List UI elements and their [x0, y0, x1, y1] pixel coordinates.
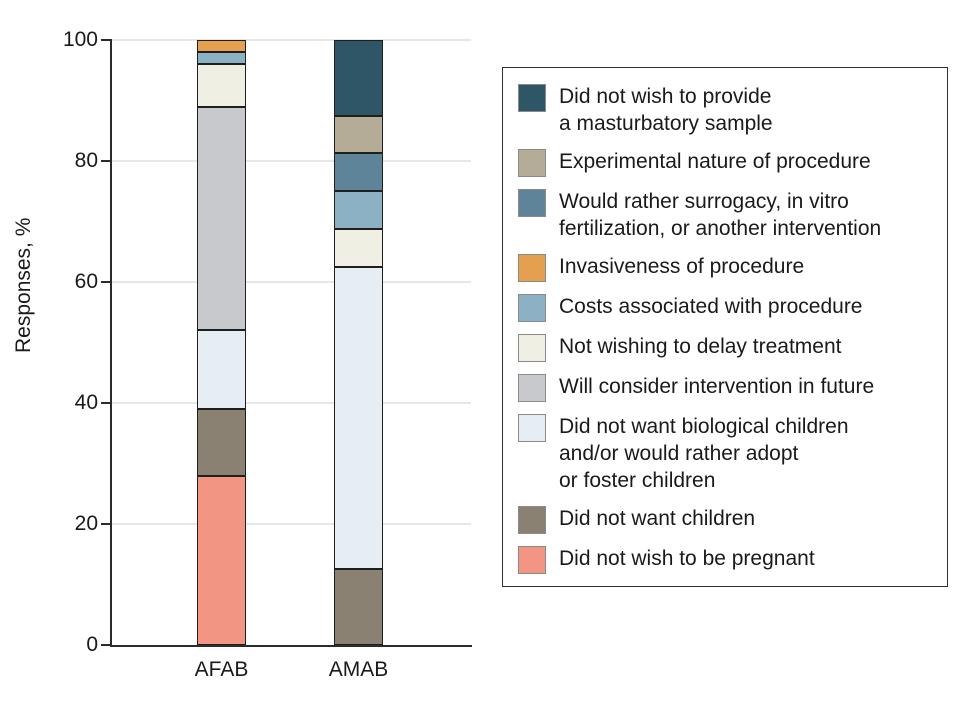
legend-swatch — [518, 149, 546, 177]
legend-label: Did not wish to be pregnant — [559, 547, 815, 570]
legend-item: Invasiveness of procedure — [518, 253, 939, 282]
legend-swatch — [518, 189, 546, 217]
legend-swatch — [518, 506, 546, 534]
legend-item: Costs associated with procedure — [518, 293, 939, 322]
legend-swatch — [518, 84, 546, 112]
legend-item: Experimental nature of procedure — [518, 148, 939, 177]
y-tick — [101, 402, 110, 404]
segment — [197, 330, 246, 410]
bar-amab — [334, 40, 383, 645]
legend-swatch — [518, 254, 546, 282]
y-tick-label: 40 — [74, 391, 98, 414]
y-tick — [101, 523, 110, 525]
legend-swatch — [518, 294, 546, 322]
segment — [334, 266, 383, 570]
y-tick — [101, 160, 110, 162]
gridline-100 — [112, 39, 471, 41]
bar-afab — [197, 40, 246, 645]
x-category-label-afab: AFAB — [194, 658, 249, 681]
segment — [334, 569, 383, 645]
legend-label: Did not want biological children and/or w… — [559, 415, 849, 492]
y-tick-label: 100 — [62, 28, 98, 51]
gridline-80 — [112, 160, 471, 162]
y-tick-label: 80 — [74, 149, 98, 172]
y-tick-label: 0 — [86, 633, 98, 656]
legend-item: Would rather surrogacy, in vitro fertiliz… — [518, 188, 939, 242]
segment — [197, 52, 246, 65]
segment — [334, 153, 383, 192]
segment — [197, 64, 246, 107]
segment — [197, 475, 246, 645]
legend-label: Not wishing to delay treatment — [559, 335, 842, 358]
y-tick — [101, 39, 110, 41]
legend-label: Did not wish to provide a masturbatory sa… — [559, 85, 773, 135]
legend-item: Will consider intervention in future — [518, 373, 939, 402]
y-tick — [101, 644, 110, 646]
legend-label: Costs associated with procedure — [559, 295, 863, 318]
legend-swatch — [518, 546, 546, 574]
segment — [197, 409, 246, 476]
legend-item: Did not wish to provide a masturbatory sa… — [518, 83, 939, 137]
legend-label: Experimental nature of procedure — [559, 150, 871, 173]
segment — [334, 229, 383, 267]
legend-item: Did not want children — [518, 505, 939, 534]
gridline-60 — [112, 281, 471, 283]
y-axis-line — [110, 39, 112, 647]
legend-item: Did not want biological children and/or w… — [518, 413, 939, 494]
y-tick-label: 60 — [74, 270, 98, 293]
segment — [197, 40, 246, 53]
legend-swatch — [518, 334, 546, 362]
y-tick — [101, 281, 110, 283]
segment — [334, 191, 383, 230]
legend-swatch — [518, 374, 546, 402]
x-category-label-amab: AMAB — [328, 658, 389, 681]
legend-label: Would rather surrogacy, in vitro fertiliz… — [559, 190, 882, 240]
legend-swatch — [518, 414, 546, 442]
legend-item: Not wishing to delay treatment — [518, 333, 939, 362]
y-tick-label: 20 — [74, 512, 98, 535]
gridline-20 — [112, 523, 471, 525]
segment — [334, 40, 383, 116]
gridline-40 — [112, 402, 471, 404]
legend: Did not wish to provide a masturbatory sa… — [502, 67, 948, 587]
legend-item: Did not wish to be pregnant — [518, 545, 939, 574]
segment — [197, 106, 246, 331]
segment — [334, 115, 383, 154]
legend-label: Did not want children — [559, 507, 756, 530]
legend-label: Will consider intervention in future — [559, 375, 875, 398]
legend-label: Invasiveness of procedure — [559, 255, 805, 278]
x-axis-line — [110, 645, 472, 647]
plot-area — [110, 39, 471, 645]
